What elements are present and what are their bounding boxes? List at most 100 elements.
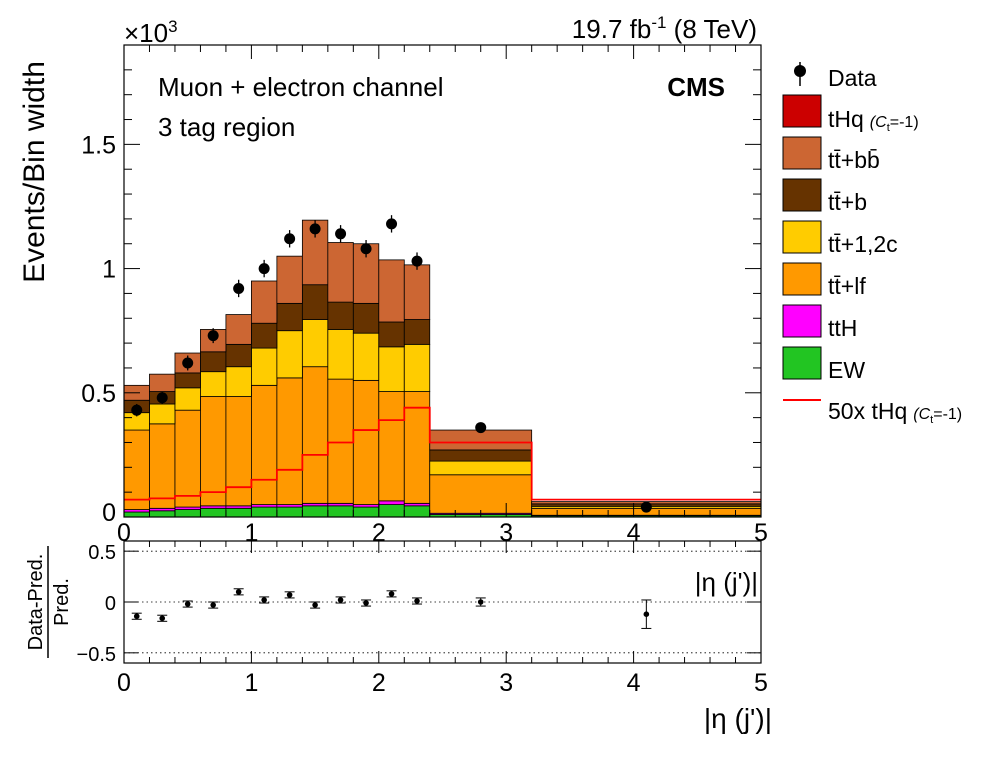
legend-entry-ttc: tt̄+1,2c — [782, 220, 898, 257]
data-point-0 — [131, 404, 143, 416]
ratio-points-group — [131, 588, 652, 629]
bar-ttb-6 — [276, 302, 303, 332]
main-xtick-label: 0 — [117, 519, 131, 547]
bar-ttH-10 — [378, 500, 405, 505]
data-point-10 — [386, 218, 398, 230]
ratio-ytick-label: −0.5 — [77, 644, 116, 666]
bar-tt12c-3 — [200, 371, 227, 397]
ratio-y-title-denominator: Pred. — [51, 578, 73, 626]
legend-entry-ttbb: tt̄+bb̄ — [782, 136, 880, 173]
bar-EW-4 — [225, 507, 252, 518]
ratio-inline-xlabel: |η (j')| — [695, 567, 758, 597]
legend-label-ew: EW — [828, 357, 865, 383]
data-point-4 — [233, 282, 245, 294]
ratio-point-5 — [261, 597, 267, 603]
channel-label: Muon + electron channel — [158, 72, 443, 102]
data-point-2 — [182, 357, 194, 369]
bar-tt12c-1 — [149, 403, 176, 425]
bar-tt12c-11 — [403, 343, 431, 392]
legend-label-data: Data — [828, 65, 877, 91]
bar-ttlf-7 — [301, 366, 329, 504]
bar-ttb-4 — [225, 343, 252, 368]
bar-ttb-7 — [301, 284, 329, 320]
legend: Data tHq (Ct=-1) tt̄+bb̄ tt̄+b tt̄+1,2c t… — [782, 62, 962, 426]
ratio-point-11 — [414, 598, 420, 604]
signal-line-group — [124, 406, 761, 501]
ratio-point-4 — [235, 589, 242, 595]
legend-label-ttlf: tt̄+lf — [828, 273, 866, 299]
bar-ttb-9 — [352, 302, 380, 334]
legend-label-thq: tHq (Ct=-1) — [828, 106, 919, 134]
ratio-point-1 — [159, 615, 166, 622]
bar-ttbb-6 — [276, 255, 303, 304]
bar-ttlf-9 — [352, 379, 380, 505]
data-point-9 — [360, 243, 372, 255]
data-point-3 — [207, 330, 219, 342]
bar-ttb-5 — [250, 322, 278, 349]
legend-swatch-thq — [782, 94, 822, 128]
bar-ttb-2 — [174, 372, 201, 389]
legend-entry-thq50: 50x tHq (Ct=-1) — [783, 398, 962, 426]
main-ytick-label: 0 — [102, 499, 116, 527]
bar-tt12c-8 — [327, 329, 354, 380]
ratio-ytick-label: 0 — [105, 593, 116, 615]
signal-line-50x-thq — [124, 406, 761, 501]
main-xtick-label: 2 — [372, 519, 386, 547]
bar-tt12c-7 — [301, 319, 329, 368]
bar-ttb-10 — [378, 321, 405, 348]
region-label: 3 tag region — [158, 112, 295, 142]
ratio-xtick-label: 5 — [754, 669, 768, 697]
bar-ttlf-3 — [200, 396, 227, 507]
bar-ttlf-10 — [378, 391, 405, 502]
bar-tt12c-2 — [174, 387, 201, 411]
ratio-point-6 — [286, 592, 293, 598]
bar-EW-9 — [352, 506, 380, 518]
bar-EW-8 — [327, 505, 354, 518]
main-xtick-label: 4 — [627, 519, 641, 547]
y-axis-title: Events/Bin width — [18, 61, 51, 283]
legend-label-thq50: 50x tHq (Ct=-1) — [828, 398, 962, 426]
legend-label-tth: ttH — [828, 315, 857, 341]
legend-entry-data: Data — [794, 62, 877, 91]
bar-tt12c-9 — [352, 332, 380, 381]
legend-entry-ew: EW — [782, 346, 865, 383]
bar-ttlf-11 — [403, 391, 431, 504]
bar-EW-10 — [378, 504, 405, 518]
main-xtick-label: 3 — [499, 519, 513, 547]
ratio-xtick-label: 0 — [117, 669, 131, 697]
bar-ttlf-1 — [149, 423, 176, 509]
ratio-point-13 — [643, 611, 650, 617]
bar-ttbb-11 — [403, 264, 431, 320]
legend-data-marker — [794, 65, 806, 77]
ratio-point-3 — [210, 602, 216, 608]
bar-ttbb-5 — [250, 280, 278, 324]
ratio-y-title-numerator: Data-Pred. — [25, 554, 47, 651]
bar-ttlf-2 — [174, 409, 201, 508]
legend-entry-ttlf: tt̄+lf — [782, 262, 866, 299]
data-point-1 — [156, 392, 168, 404]
legend-entry-tth: ttH — [782, 304, 857, 341]
bar-ttlf-4 — [225, 396, 252, 507]
ratio-y-title: Data-Pred. Pred. — [25, 546, 73, 658]
bar-tt12c-10 — [378, 346, 405, 392]
bar-ttbb-1 — [149, 373, 176, 392]
legend-entry-ttb: tt̄+b — [782, 178, 867, 215]
main-ytick-label: 0.5 — [81, 380, 116, 408]
data-point-13 — [640, 501, 652, 513]
ratio-panel: −0.500.50 1 2 3 4 5 |η (j')| |η (j')| Data-Pr… — [25, 540, 772, 734]
ratio-point-0 — [133, 613, 140, 620]
bar-ttbb-10 — [378, 259, 405, 323]
legend-entry-thq: tHq (Ct=-1) — [782, 94, 919, 134]
bar-EW-11 — [403, 505, 431, 518]
bar-ttlf-5 — [250, 384, 278, 505]
bar-tt12c-4 — [225, 366, 252, 397]
main-frame — [123, 44, 762, 518]
bar-ttb-12 — [429, 449, 533, 462]
bar-tt12c-12 — [429, 460, 533, 476]
ratio-xtick-label: 1 — [244, 669, 258, 697]
legend-swatch-ew — [782, 346, 822, 380]
ratio-point-10 — [388, 591, 395, 597]
data-point-7 — [309, 223, 321, 235]
cms-label: CMS — [667, 72, 725, 102]
